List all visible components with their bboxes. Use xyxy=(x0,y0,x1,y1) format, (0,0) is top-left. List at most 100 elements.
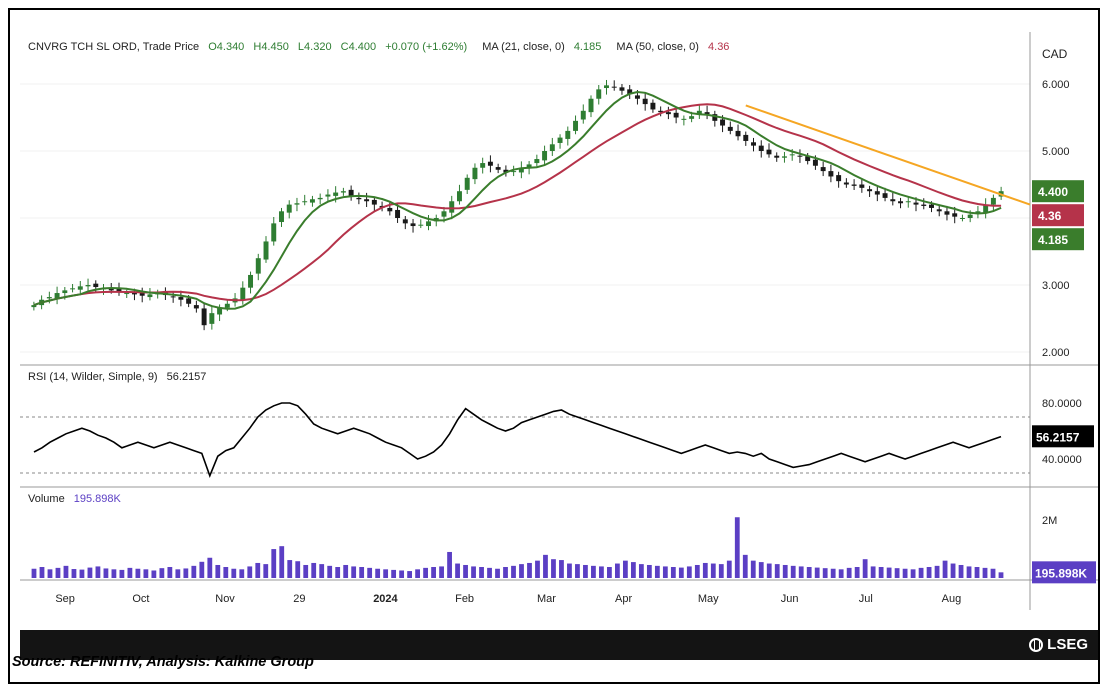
ma21-price-tag-bg xyxy=(1032,228,1084,251)
candle-body xyxy=(255,258,261,274)
ma50-label: MA (50, close, 0) xyxy=(616,41,699,53)
volume-bar xyxy=(271,549,277,578)
chart-svg[interactable]: 6.0005.0004.0003.0002.0004.4004.364.1858… xyxy=(20,32,1098,630)
candle-body xyxy=(565,130,571,139)
volume-bar xyxy=(423,567,428,578)
volume-bar xyxy=(974,567,980,578)
candle-body xyxy=(279,211,284,223)
candle-body xyxy=(54,293,60,299)
volume-bar xyxy=(175,569,181,578)
candle-body xyxy=(263,241,269,260)
x-tick-label: Aug xyxy=(942,593,962,605)
candle-body xyxy=(658,110,664,113)
change-value: +0.070 (+1.62%) xyxy=(385,41,467,53)
volume-bar xyxy=(782,564,788,578)
volume-bar xyxy=(263,564,269,578)
volume-bar xyxy=(734,517,740,578)
candle-body xyxy=(116,289,122,292)
candle-body xyxy=(410,223,416,227)
candle-body xyxy=(650,102,656,110)
price-tick-label: 5.000 xyxy=(1042,146,1070,158)
candle-body xyxy=(936,209,942,212)
volume-bar xyxy=(247,566,253,578)
figure-frame: 6.0005.0004.0003.0002.0004.4004.364.1858… xyxy=(8,8,1100,684)
volume-bar xyxy=(359,567,365,578)
candle-body xyxy=(371,199,377,205)
rsi-value-tag: 56.2157 xyxy=(1036,430,1080,444)
candle-body xyxy=(751,142,756,146)
price-tick-label: 6.000 xyxy=(1042,79,1070,91)
candle-body xyxy=(573,120,579,131)
volume-bar xyxy=(335,567,341,578)
volume-bar xyxy=(950,563,956,578)
volume-bar xyxy=(183,568,189,578)
volume-bar xyxy=(662,566,668,578)
volume-bar xyxy=(694,564,700,578)
candle-body xyxy=(441,211,447,217)
volume-bar xyxy=(287,560,293,578)
candle-body xyxy=(673,112,679,118)
volume-bar xyxy=(638,564,644,578)
candle-body xyxy=(983,204,989,213)
volume-bar xyxy=(199,561,205,578)
volume-bar xyxy=(686,566,692,578)
volume-bar xyxy=(151,570,157,578)
candle-body xyxy=(131,293,137,295)
candle-body xyxy=(108,288,114,291)
volume-bar xyxy=(367,567,373,578)
volume-bar xyxy=(295,561,301,578)
volume-bar xyxy=(55,567,61,578)
ma21-value: 4.185 xyxy=(574,41,602,53)
volume-bar xyxy=(439,566,444,578)
price-tick-label: 3.000 xyxy=(1042,280,1070,292)
volume-bar xyxy=(774,564,780,578)
candle-body xyxy=(364,199,370,202)
x-tick-label: Jun xyxy=(781,593,799,605)
volume-bar xyxy=(926,567,932,578)
volume-bar xyxy=(559,560,564,578)
candle-body xyxy=(456,191,462,202)
volume-bar xyxy=(511,565,516,578)
candle-body xyxy=(975,211,981,214)
candle-body xyxy=(356,197,362,200)
candle-body xyxy=(286,204,292,213)
volume-bar xyxy=(311,562,317,578)
candle-body xyxy=(85,285,91,287)
candle-body xyxy=(634,95,640,99)
x-tick-label: Apr xyxy=(615,593,632,605)
candle-body xyxy=(209,313,215,324)
currency-label: CAD xyxy=(1042,47,1068,61)
x-tick-label: Mar xyxy=(537,593,556,605)
candle-body xyxy=(387,207,393,212)
candle-body xyxy=(333,192,339,196)
moving-averages xyxy=(33,90,1002,310)
volume-bar xyxy=(622,560,628,578)
candle-body xyxy=(240,287,246,300)
candle-body xyxy=(302,201,308,203)
volume-bar xyxy=(990,568,996,578)
volume-bar xyxy=(351,566,357,578)
candle-body xyxy=(201,308,207,326)
candle-body xyxy=(766,149,772,155)
rsi-group xyxy=(20,402,1030,479)
candle-body xyxy=(217,307,223,315)
rsi-tick-label: 40.0000 xyxy=(1042,454,1082,466)
x-tick-label: Nov xyxy=(215,593,235,605)
volume-bar xyxy=(191,565,197,578)
rsi-legend: RSI (14, Wilder, Simple, 9) 56.2157 xyxy=(28,371,206,383)
volume-bar xyxy=(127,567,133,578)
candle-body xyxy=(294,203,300,205)
rsi-legend-value: 56.2157 xyxy=(167,371,207,383)
volume-bar xyxy=(599,566,604,578)
candle-body xyxy=(604,85,609,89)
candle-body xyxy=(271,223,277,242)
globe-icon xyxy=(1029,637,1044,652)
candle-body xyxy=(619,87,625,91)
candle-body xyxy=(325,194,331,197)
volume-group xyxy=(31,517,1004,578)
volume-bar xyxy=(654,565,660,578)
volume-bar xyxy=(527,562,532,578)
volume-bar xyxy=(551,559,556,578)
candle-body xyxy=(309,199,315,203)
candle-body xyxy=(867,189,873,192)
